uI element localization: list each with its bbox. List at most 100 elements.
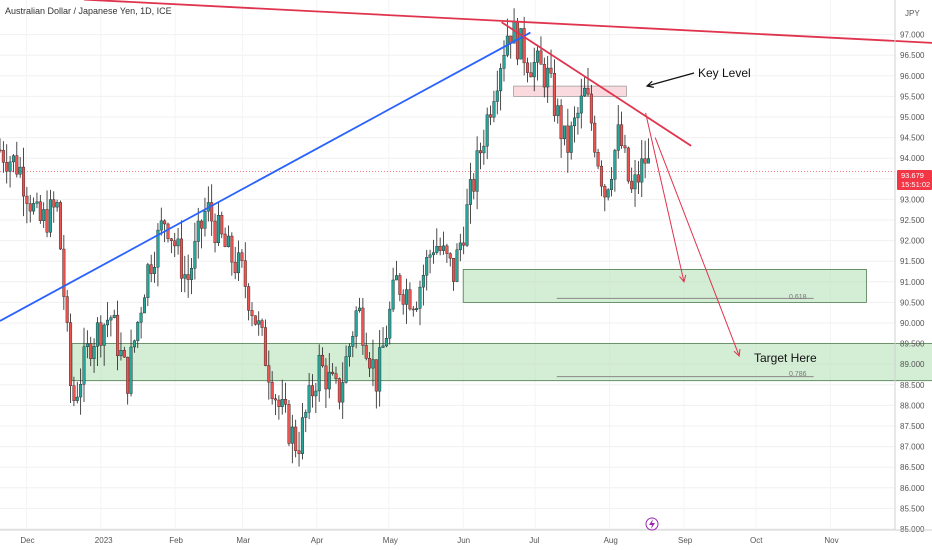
candle-up bbox=[344, 356, 348, 383]
candle-down bbox=[72, 385, 76, 401]
y-tick-label: 87.000 bbox=[900, 443, 925, 452]
candle-up bbox=[562, 125, 566, 140]
candle-up bbox=[304, 412, 308, 418]
candle-up bbox=[153, 267, 157, 274]
candle-up bbox=[616, 124, 620, 151]
candle-up bbox=[499, 68, 503, 92]
candle-up bbox=[129, 346, 133, 394]
candle-up bbox=[341, 382, 345, 403]
candle-up bbox=[468, 179, 472, 205]
candle-down bbox=[0, 149, 2, 152]
candle-up bbox=[384, 338, 388, 347]
candle-down bbox=[22, 166, 26, 197]
price-axis[interactable]: 85.00085.50086.00086.50087.00087.50088.0… bbox=[900, 31, 925, 534]
candle-up bbox=[485, 114, 489, 147]
x-tick-label: Aug bbox=[604, 536, 618, 545]
candle-up bbox=[640, 158, 644, 183]
candle-down bbox=[603, 185, 607, 198]
y-tick-label: 94.000 bbox=[900, 154, 925, 163]
candle-down bbox=[65, 296, 69, 323]
candle-down bbox=[321, 354, 325, 367]
candle-down bbox=[263, 327, 267, 366]
x-tick-label: Sep bbox=[678, 536, 693, 545]
candle-up bbox=[92, 346, 96, 359]
x-tick-label: Oct bbox=[750, 536, 763, 545]
candle-down bbox=[230, 235, 234, 263]
candle-down bbox=[284, 399, 288, 405]
candle-down bbox=[478, 150, 482, 154]
candle-down bbox=[452, 258, 456, 282]
candle-down bbox=[223, 233, 227, 247]
candle-up bbox=[465, 204, 469, 246]
zones-layer bbox=[71, 85, 932, 382]
candle-up bbox=[216, 215, 220, 244]
candle-up bbox=[183, 274, 187, 279]
candle-down bbox=[38, 201, 42, 221]
candle-down bbox=[549, 67, 553, 74]
candle-down bbox=[552, 73, 556, 116]
candle-down bbox=[210, 202, 214, 222]
candle-up bbox=[290, 426, 294, 444]
candle-up bbox=[35, 201, 39, 204]
candle-up bbox=[132, 340, 136, 348]
candle-down bbox=[566, 125, 570, 153]
y-tick-label: 94.500 bbox=[900, 134, 925, 143]
candle-down bbox=[445, 245, 449, 254]
candle-down bbox=[122, 350, 126, 358]
candle-down bbox=[559, 105, 563, 140]
candle-down bbox=[522, 28, 526, 64]
key-level-label: Key Level bbox=[698, 66, 751, 80]
candle-up bbox=[109, 317, 113, 321]
red-descending-trendline bbox=[501, 21, 692, 147]
candle-up bbox=[532, 62, 536, 78]
candle-down bbox=[324, 365, 328, 390]
candle-down bbox=[287, 404, 291, 444]
candle-down bbox=[623, 145, 627, 149]
candle-up bbox=[394, 275, 398, 281]
x-tick-label: Apr bbox=[311, 536, 324, 545]
candle-up bbox=[146, 264, 150, 298]
y-tick-label: 91.500 bbox=[900, 257, 925, 266]
candle-down bbox=[448, 253, 452, 259]
candle-up bbox=[613, 150, 617, 180]
candle-down bbox=[220, 215, 224, 235]
candle-up bbox=[317, 354, 321, 392]
candle-down bbox=[126, 356, 130, 394]
candle-up bbox=[159, 220, 163, 231]
candle-up bbox=[190, 268, 194, 280]
candle-down bbox=[247, 286, 251, 311]
y-tick-label: 96.000 bbox=[900, 72, 925, 81]
candle-down bbox=[361, 307, 365, 346]
candle-down bbox=[69, 322, 73, 386]
candle-up bbox=[371, 359, 375, 369]
y-tick-label: 85.500 bbox=[900, 504, 925, 513]
lightning-icon[interactable] bbox=[645, 517, 659, 531]
candle-down bbox=[277, 399, 281, 407]
candle-up bbox=[280, 399, 284, 407]
candle-down bbox=[398, 275, 402, 295]
candle-down bbox=[539, 50, 543, 65]
candle-up bbox=[55, 202, 59, 208]
time-axis[interactable]: Dec 2023 Feb Mar Apr May Jun Jul Aug Sep Oct Nov bbox=[20, 536, 838, 545]
candle-down bbox=[472, 179, 476, 192]
key-level-arrow-head bbox=[645, 80, 654, 88]
candle-up bbox=[327, 371, 331, 390]
currency-label[interactable]: JPY bbox=[905, 9, 920, 18]
candle-up bbox=[95, 322, 99, 347]
candle-up bbox=[378, 347, 382, 392]
x-tick-label: Nov bbox=[824, 536, 838, 545]
candle-up bbox=[606, 189, 610, 198]
candle-down bbox=[149, 264, 153, 274]
candle-up bbox=[646, 158, 650, 164]
candle-up bbox=[354, 310, 358, 337]
candle-down bbox=[270, 381, 274, 399]
candle-up bbox=[203, 210, 207, 229]
candle-down bbox=[630, 180, 634, 190]
red-top-trendline bbox=[83, 0, 932, 44]
candle-down bbox=[267, 365, 271, 383]
y-tick-label: 88.000 bbox=[900, 401, 925, 410]
candle-down bbox=[163, 220, 167, 225]
candle-up bbox=[579, 95, 583, 114]
candle-up bbox=[226, 235, 230, 247]
